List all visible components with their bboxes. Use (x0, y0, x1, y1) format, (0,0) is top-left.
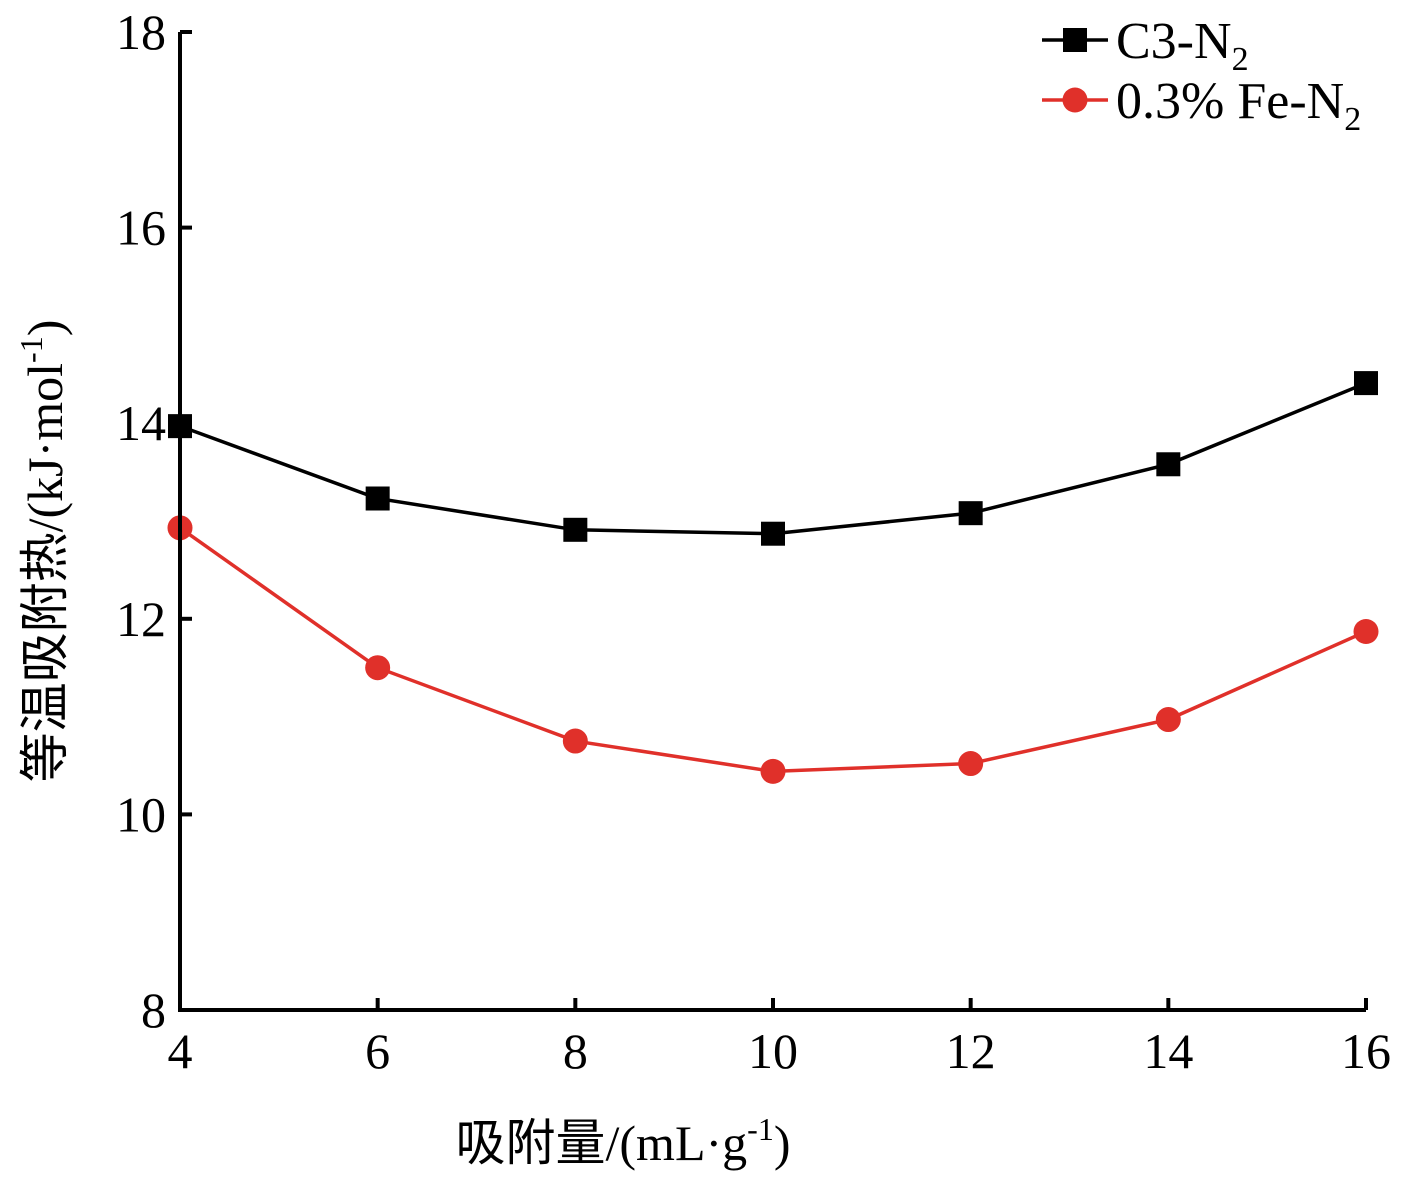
y-tick-label: 10 (116, 786, 166, 842)
y-axis-title-sup: -1 (13, 336, 49, 363)
legend-label-fe-n2-sub: 2 (1344, 101, 1361, 138)
data-point-square (365, 486, 390, 511)
y-axis-title-main: 等温吸附热/(kJ·mol (17, 363, 73, 782)
y-axis-title: 等温吸附热/(kJ·mol-1) (13, 320, 73, 783)
x-tick-label: 8 (563, 1023, 588, 1079)
x-tick-label: 10 (748, 1023, 798, 1079)
x-axis-title-end: ) (774, 1115, 791, 1171)
y-tick-label: 14 (116, 395, 166, 451)
x-axis-title: 吸附量/(mL·g-1) (456, 1111, 791, 1171)
x-axis-title-main: 吸附量/(mL·g (456, 1115, 748, 1171)
legend-marker-circle (1062, 87, 1088, 113)
legend-label-c3-n2-main: C3-N (1116, 13, 1232, 70)
y-ticks: 8 10 12 14 16 18 (116, 4, 192, 1038)
data-point-circle (958, 751, 984, 777)
y-tick-label: 12 (116, 591, 166, 647)
x-tick-label: 14 (1143, 1023, 1193, 1079)
legend-label-c3-n2-sub: 2 (1232, 41, 1249, 78)
y-axis-title-end: ) (17, 320, 73, 337)
data-point-square (1156, 452, 1181, 477)
legend-label-c3-n2: C3-N2 (1116, 13, 1249, 78)
data-point-circle (1353, 619, 1379, 645)
legend-label-fe-n2: 0.3% Fe-N2 (1116, 73, 1361, 138)
data-point-circle (1155, 707, 1181, 733)
data-point-circle (365, 655, 391, 681)
legend: C3-N2 0.3% Fe-N2 (1042, 13, 1361, 138)
data-point-square (1354, 371, 1378, 396)
y-tick-label: 16 (116, 200, 166, 256)
x-ticks: 4 6 8 10 12 14 16 (168, 998, 1391, 1079)
series-layer (167, 371, 1379, 784)
legend-marker-square (1063, 28, 1087, 52)
x-axis-title-sup: -1 (747, 1111, 774, 1147)
legend-item-fe-n2: 0.3% Fe-N2 (1042, 73, 1361, 138)
x-tick-label: 4 (168, 1023, 193, 1079)
series-line-1 (178, 526, 1367, 774)
y-tick-label: 8 (141, 982, 166, 1038)
x-tick-label: 12 (946, 1023, 996, 1079)
series-line-0 (179, 381, 1367, 536)
legend-item-c3-n2: C3-N2 (1042, 13, 1249, 78)
x-tick-label: 16 (1341, 1023, 1391, 1079)
x-tick-label: 6 (365, 1023, 390, 1079)
data-point-square (563, 517, 588, 542)
data-point-square (958, 501, 983, 526)
data-point-circle (562, 728, 588, 754)
data-point-circle (760, 758, 786, 784)
y-tick-label: 18 (116, 4, 166, 60)
legend-label-fe-n2-main: 0.3% Fe-N (1116, 73, 1344, 130)
data-point-square (761, 521, 785, 546)
